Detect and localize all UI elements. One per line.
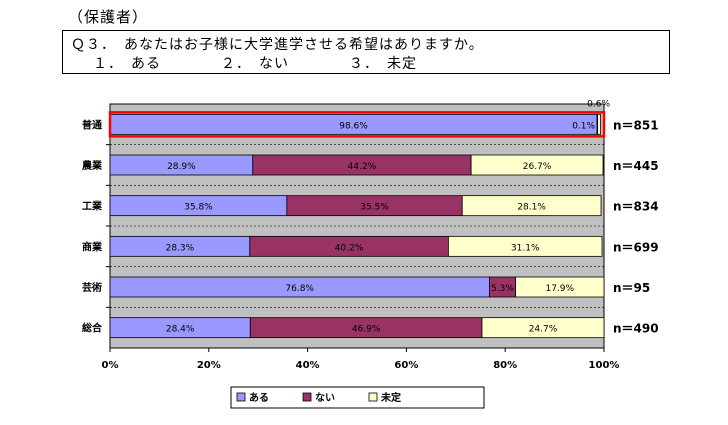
plot-area (109, 103, 605, 349)
data-label: 44.2% (348, 162, 377, 172)
data-label: 28.1% (517, 203, 546, 213)
data-label: 17.9% (545, 284, 574, 294)
bar-segment (461, 195, 602, 217)
data-label: 28.4% (166, 325, 195, 335)
legend-label: ある (249, 391, 269, 404)
question-box: Ｑ３． あなたはお子様に大学進学させる希望はありますか。 １． ある ２． ない… (62, 30, 670, 74)
category-label: 工業 (82, 200, 103, 213)
category-label: 芸術 (82, 281, 102, 294)
sample-size-label: n＝699 (613, 240, 659, 254)
x-tick-label: 100% (589, 360, 620, 371)
legend-label: ない (315, 392, 335, 404)
legend-swatch (302, 392, 312, 402)
data-label: 98.6% (339, 121, 368, 131)
x-tick-label: 20% (197, 360, 221, 371)
sample-size-label: n＝445 (613, 159, 659, 173)
legend-swatch (236, 392, 246, 402)
bar-segment (470, 154, 604, 176)
data-label: 28.3% (166, 243, 195, 253)
x-tick-label: 80% (493, 360, 517, 371)
category-label: 商業 (82, 240, 103, 253)
data-label: 0.6% (587, 99, 610, 109)
category-label: 普通 (82, 118, 102, 131)
sample-size-label: n＝851 (613, 118, 659, 132)
data-label: 76.8% (285, 284, 314, 294)
highlight-frame (108, 111, 606, 138)
category-label: 総合 (82, 322, 103, 335)
bar-segment (515, 276, 605, 298)
legend-swatch (368, 392, 378, 402)
sample-size-label: n＝834 (613, 200, 659, 214)
data-label: 46.9% (352, 325, 381, 335)
section-heading: （保護者） (68, 8, 149, 26)
x-tick-label: 40% (296, 360, 320, 371)
category-label: 農業 (82, 159, 103, 172)
data-label: 40.2% (335, 243, 364, 253)
legend-label: 未定 (380, 391, 401, 404)
answer-options: １． ある ２． ない ３． 未定 (93, 56, 417, 72)
data-label: 31.1% (511, 243, 540, 253)
data-label: 0.1% (572, 121, 595, 131)
data-label: 35.5% (360, 203, 389, 213)
data-label: 35.8% (184, 203, 213, 213)
data-label: 24.7% (529, 325, 558, 335)
bar-segment (447, 235, 603, 257)
data-label: 28.9% (167, 162, 196, 172)
sample-size-label: n＝95 (613, 281, 650, 295)
question-text: Ｑ３． あなたはお子様に大学進学させる希望はありますか。 (71, 37, 484, 53)
data-label: 5.3% (491, 284, 514, 294)
x-tick-label: 60% (394, 360, 418, 371)
x-tick-label: 0% (102, 360, 119, 371)
sample-size-label: n＝490 (613, 322, 659, 336)
data-label: 26.7% (523, 162, 552, 172)
bar-segment (597, 113, 601, 135)
bar-segment (481, 317, 605, 339)
legend-box (230, 386, 485, 409)
